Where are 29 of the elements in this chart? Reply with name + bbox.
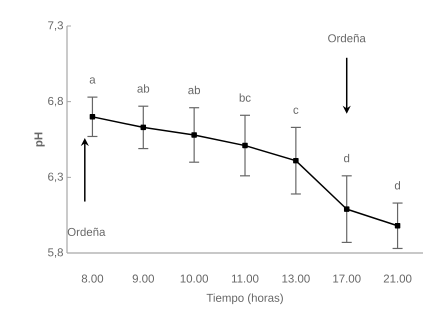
y-tick-label: 5,8 [48,248,63,258]
annotation: bc [240,93,251,102]
annotation: ab [188,86,200,94]
y-axis-title: pH [34,132,45,146]
annotation: Ordeña [328,34,366,42]
annotation: ab [137,84,150,93]
annotation: d [344,154,350,162]
point [191,132,197,138]
x-tick-label: 8.00 [82,274,104,283]
point [140,124,146,130]
point [344,206,350,212]
y-tick-label: 6,8 [48,96,63,106]
annotation: c [293,108,298,114]
y-tick-label: 7,3 [48,21,63,31]
annotation: a [90,77,96,84]
x-tick-label: 11.00 [232,274,258,283]
x-axis-title: Tiempo (horas) [206,293,283,304]
x-tick-label: 9.00 [132,274,154,283]
x-tick-label: 13.00 [282,274,310,283]
point [242,142,248,148]
point [394,223,400,229]
x-tick-label: 10.00 [180,274,208,283]
point [293,158,299,164]
x-tick-label: 17.00 [333,274,361,283]
annotation: Ordeña [68,228,106,236]
x-tick-label: 21.00 [384,274,412,283]
point [90,114,96,120]
y-tick-label: 6,3 [48,172,63,182]
annotation: d [394,181,400,190]
